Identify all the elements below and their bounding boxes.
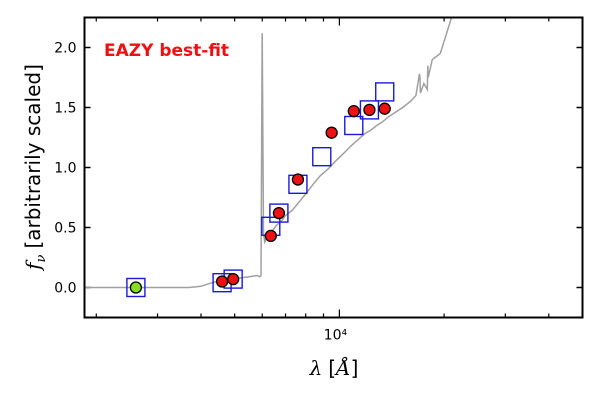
sed-chart: 0.00.51.01.52.010⁴ EAZY best-fit fν[arbi… — [0, 0, 600, 400]
chart-annotation: EAZY best-fit — [104, 41, 229, 61]
y-axis-text: [arbitrarily scaled] — [21, 64, 45, 248]
y-tick-label: 1.0 — [54, 161, 76, 177]
upper-limit-marker — [130, 282, 141, 293]
model-flux-marker — [376, 83, 394, 101]
x-tick-label: 10⁴ — [324, 328, 348, 344]
model-flux-marker — [313, 148, 331, 166]
y-tick-label: 0.5 — [54, 221, 76, 237]
axis-ticks: 0.0 0.5 1.0 1.5 2.0 10⁴ — [54, 18, 582, 344]
svg-text:fν[arbitrarily scaled]: fν[arbitrarily scaled] — [21, 64, 49, 272]
y-axis-subscript: ν — [34, 254, 49, 262]
y-axis-label: fν[arbitrarily scaled] — [21, 64, 49, 272]
observed-flux-marker — [292, 174, 303, 185]
observed-flux-marker — [273, 208, 284, 219]
observed-flux-marker — [217, 276, 228, 287]
observed-flux-marker — [379, 103, 390, 114]
y-tick-label: 2.0 — [54, 41, 76, 57]
observed-flux-marker — [348, 106, 359, 117]
observed-flux-marker — [228, 274, 239, 285]
y-tick-label: 1.5 — [54, 101, 76, 117]
observed-flux-marker — [364, 104, 375, 115]
observed-flux-marker — [265, 230, 276, 241]
observed-flux-marker — [326, 127, 337, 138]
x-axis-label: λ [Å] — [309, 355, 359, 380]
plot-frame — [85, 18, 583, 318]
y-tick-label: 0.0 — [54, 281, 76, 297]
